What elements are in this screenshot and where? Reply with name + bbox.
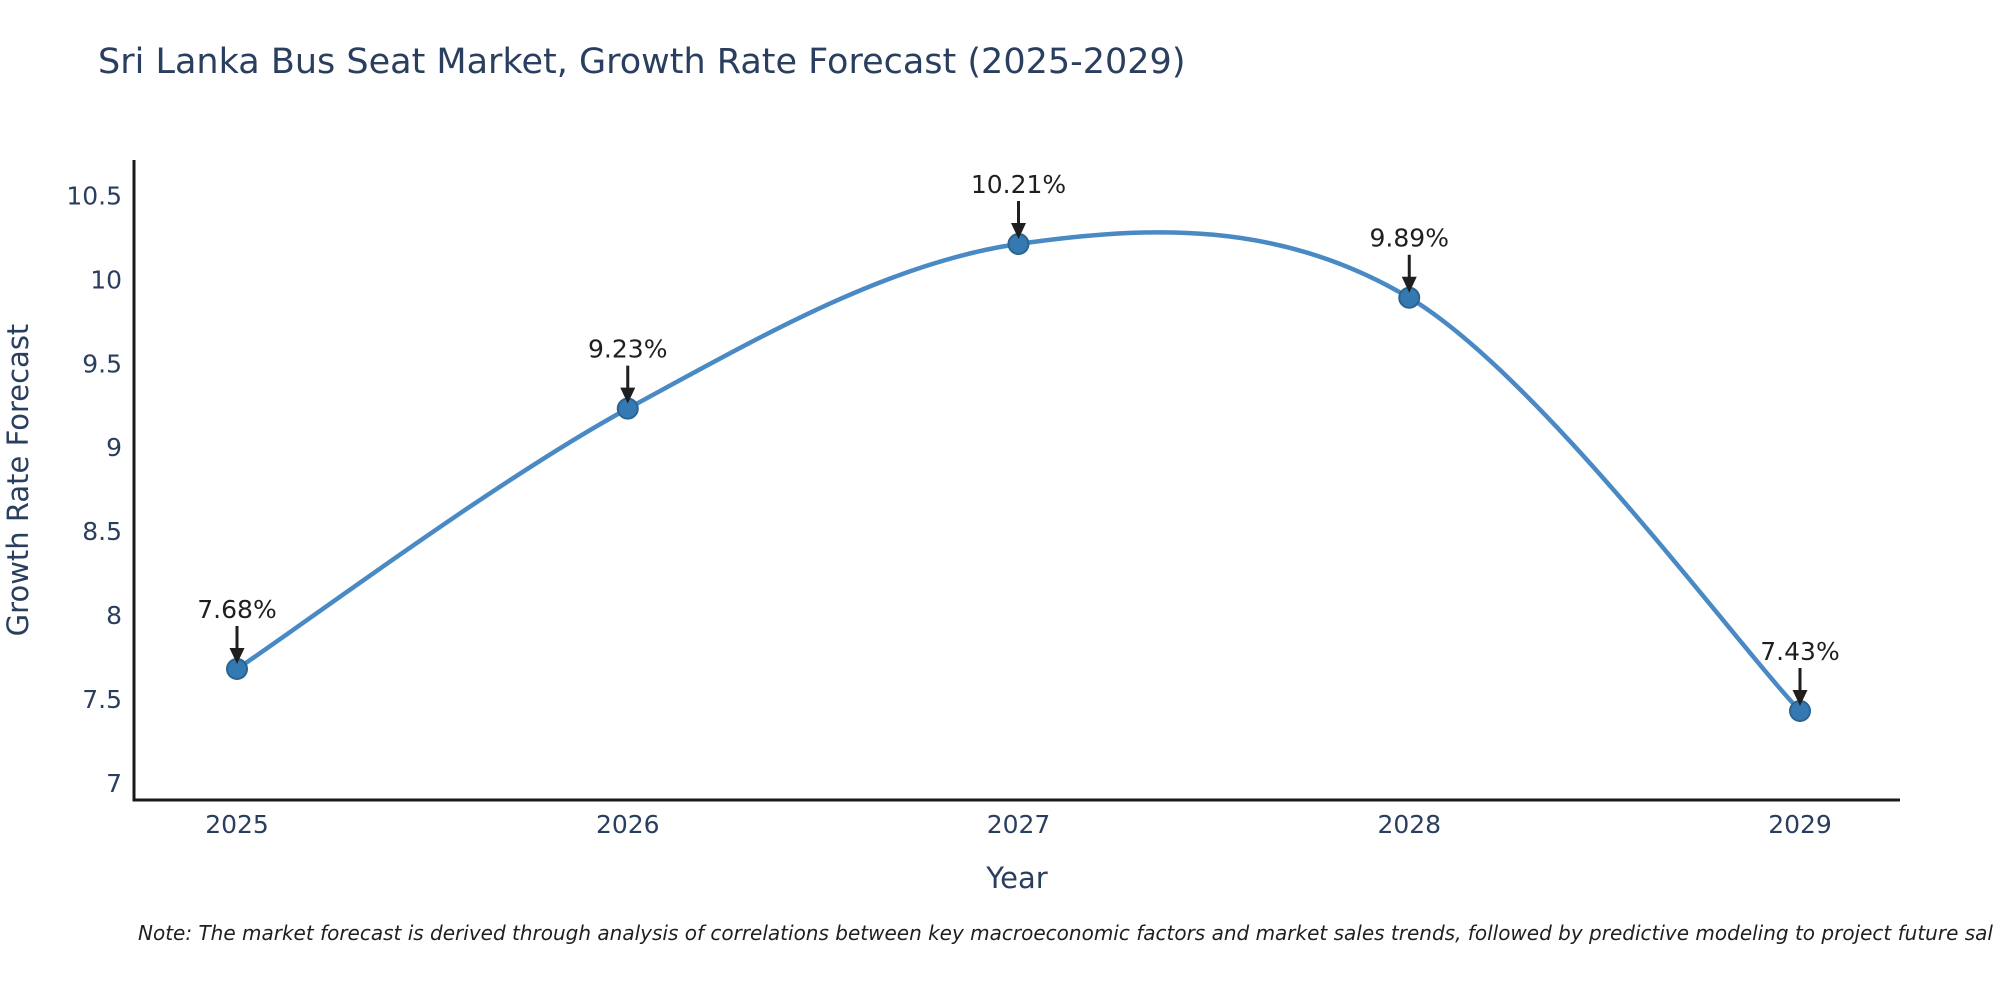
x-axis-title: Year xyxy=(985,861,1047,895)
x-tick-label: 2028 xyxy=(1377,810,1441,839)
x-tick-label: 2029 xyxy=(1768,810,1832,839)
y-tick-label: 9 xyxy=(106,433,122,462)
footnote: Note: The market forecast is derived thr… xyxy=(138,921,1993,945)
y-tick-label: 9.5 xyxy=(82,349,122,378)
y-tick-label: 10.5 xyxy=(66,181,122,210)
y-tick-label: 7 xyxy=(106,769,122,798)
y-tick-label: 10 xyxy=(90,265,122,294)
y-axis-title: Growth Rate Forecast xyxy=(1,324,35,637)
annotation-arrowhead xyxy=(1401,276,1417,293)
x-tick-label: 2026 xyxy=(596,810,660,839)
y-tick-label: 8 xyxy=(106,601,122,630)
annotation-label: 7.68% xyxy=(197,595,276,624)
chart-title: Sri Lanka Bus Seat Market, Growth Rate F… xyxy=(98,42,1186,82)
annotation-arrowhead xyxy=(620,387,636,404)
x-tick-label: 2027 xyxy=(987,810,1051,839)
annotation-label: 10.21% xyxy=(971,170,1066,199)
annotation-label: 7.43% xyxy=(1760,637,1839,666)
y-tick-label: 7.5 xyxy=(82,685,122,714)
annotation-label: 9.23% xyxy=(588,335,667,364)
annotation-arrowhead xyxy=(1011,222,1026,239)
x-tick-label: 2025 xyxy=(205,810,269,839)
annotation-arrowhead xyxy=(1792,689,1808,706)
annotation-arrowhead xyxy=(229,647,245,664)
trend-line xyxy=(234,230,1803,714)
annotation-label: 9.89% xyxy=(1370,224,1449,253)
y-tick-label: 8.5 xyxy=(82,517,122,546)
